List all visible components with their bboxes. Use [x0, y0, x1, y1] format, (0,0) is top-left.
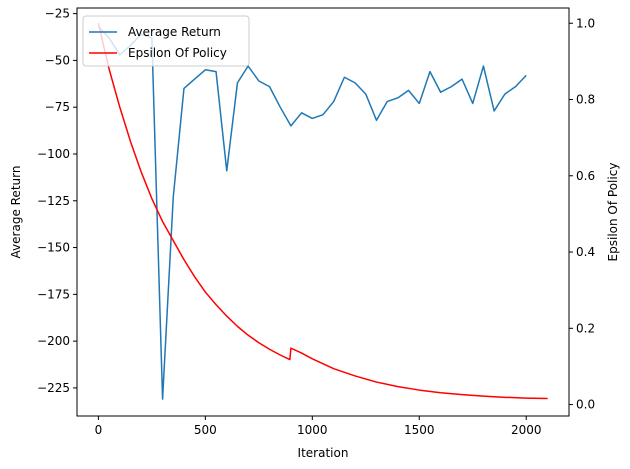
right-y-tick-label: 0.8: [576, 93, 595, 107]
left-y-tick-label: −200: [37, 334, 70, 348]
x-tick-label: 1000: [297, 423, 328, 437]
series-line-epsilon-of-policy: [97, 23, 548, 400]
legend: Average Return Epsilon Of Policy: [82, 15, 250, 67]
x-tick-label: 1500: [404, 423, 435, 437]
right-y-axis-ticks: 0.0 0.2 0.4 0.6 0.8 1.0: [569, 16, 595, 412]
legend-label-epsilon: Epsilon Of Policy: [128, 46, 227, 60]
series-line-average-return: [97, 26, 527, 400]
left-y-tick-label: −225: [37, 381, 70, 395]
x-tick-label: 2000: [511, 423, 542, 437]
left-y-tick-label: −75: [45, 100, 70, 114]
left-y-tick-label: −150: [37, 241, 70, 255]
plot-frame: [76, 7, 570, 417]
right-y-tick-label: 1.0: [576, 16, 595, 30]
right-y-tick-label: 0.4: [576, 245, 595, 259]
right-y-tick-label: 0.2: [576, 321, 595, 335]
legend-box: [82, 15, 250, 67]
right-y-axis-label: Epsilon Of Policy: [606, 163, 620, 262]
legend-label-average-return: Average Return: [128, 25, 221, 39]
x-axis-label: Iteration: [298, 446, 349, 460]
left-y-axis-label: Average Return: [9, 166, 23, 259]
left-y-axis-ticks: −225 −200 −175 −150 −125 −100 −75 −50 −25: [37, 7, 77, 395]
left-y-tick-label: −100: [37, 147, 70, 161]
series-layer: [97, 23, 548, 400]
x-axis-ticks: 0 500 1000 1500 2000: [95, 416, 542, 437]
left-y-tick-label: −50: [45, 53, 70, 67]
left-y-tick-label: −175: [37, 287, 70, 301]
x-tick-label: 500: [194, 423, 217, 437]
left-y-tick-label: −125: [37, 194, 70, 208]
right-y-tick-label: 0.0: [576, 398, 595, 412]
left-y-tick-label: −25: [45, 7, 70, 21]
x-tick-label: 0: [95, 423, 103, 437]
right-y-tick-label: 0.6: [576, 169, 595, 183]
